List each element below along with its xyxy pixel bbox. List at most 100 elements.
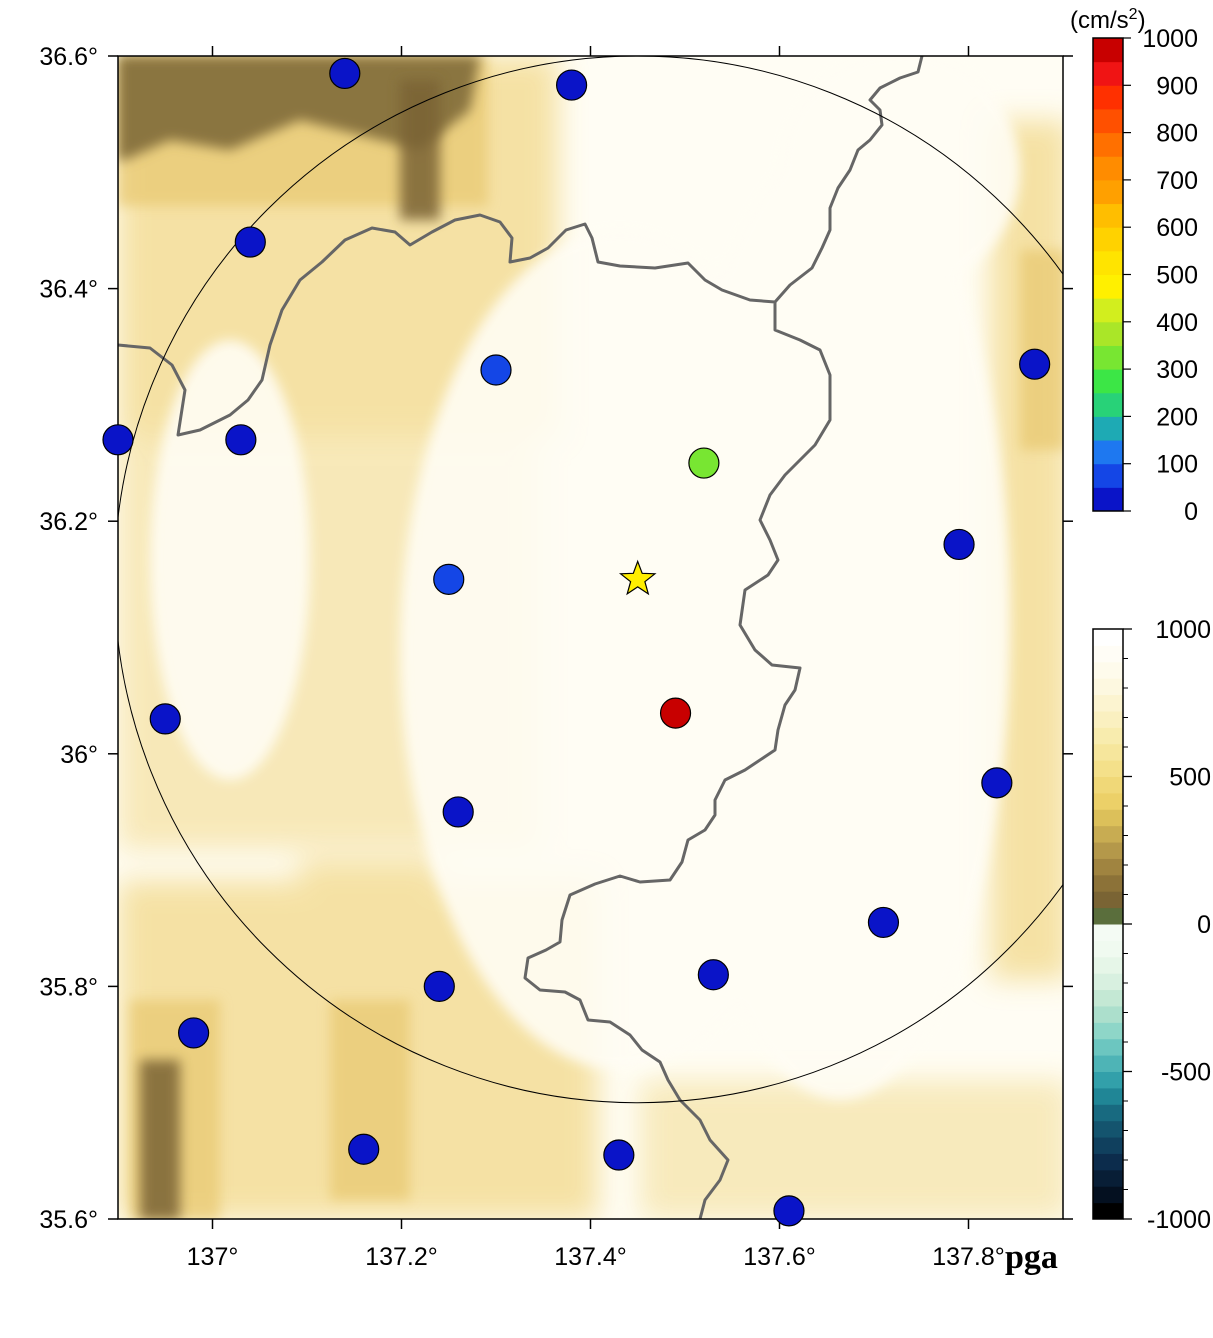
boundary-line-north (118, 213, 832, 1219)
pga-colorbar-segment (1093, 156, 1123, 181)
pga-colorbar-segment (1093, 298, 1123, 323)
elevation-colorbar-segment (1093, 1104, 1123, 1122)
elevation-colorbar-segment (1093, 1169, 1123, 1187)
pga-colorbar-segment (1093, 179, 1123, 205)
y-tick-label: 36.6° (39, 43, 98, 71)
pga-colorbar-ticks: 0 100 200 300 400 500 600 700 800 900 1000 (1123, 25, 1198, 526)
pga-colorbar-tick-label: 500 (1156, 262, 1198, 290)
station-marker (555, 69, 588, 101)
station-marker (773, 1195, 805, 1227)
pga-colorbar-tick-label: 400 (1156, 309, 1198, 337)
station-marker (603, 1139, 635, 1171)
x-tick-label: 137.2° (365, 1243, 438, 1271)
elevation-colorbar-segment (1093, 629, 1123, 646)
station-marker (149, 703, 181, 735)
elevation-colorbar-segment (1093, 1202, 1123, 1220)
pga-colorbar-segment (1093, 108, 1123, 134)
elevation-colorbar-segment (1093, 645, 1123, 663)
elevation-colorbar-segment (1093, 760, 1123, 777)
pga-colorbar-tick-label: 700 (1156, 167, 1198, 195)
elevation-colorbar-segment (1093, 1153, 1123, 1171)
pga-colorbar-segment (1093, 416, 1123, 441)
pga-colorbar-tick-label: 200 (1156, 403, 1198, 431)
pga-colorbar-tick-label: 800 (1156, 120, 1198, 148)
elevation-colorbar-segment (1093, 1087, 1123, 1105)
elevation-colorbar-segment (1093, 825, 1123, 843)
station-marker (102, 424, 134, 456)
station-marker (480, 354, 512, 386)
elevation-colorbar-tick-label: 0 (1197, 911, 1211, 939)
x-tick-label: 137.6° (743, 1243, 816, 1271)
elevation-colorbar-segment (1093, 1071, 1123, 1089)
elevation-colorbar-tick-label: -1000 (1147, 1206, 1211, 1234)
y-tick-label: 35.8° (39, 973, 98, 1001)
elevation-colorbar-segment (1093, 907, 1123, 925)
pga-colorbar-tick-label: 0 (1184, 498, 1198, 526)
elevation-colorbar-segment (1093, 940, 1123, 958)
station-marker (688, 447, 720, 479)
elevation-color-scale: -1000 -500 0 500 1000 (1092, 616, 1211, 1234)
pga-colorbar-segment (1093, 61, 1123, 86)
pga-colorbar-segment (1093, 85, 1123, 110)
elevation-colorbar-segment (1093, 1137, 1123, 1154)
elevation-colorbar-segment (1093, 891, 1123, 909)
pga-colorbar-tick-label: 1000 (1142, 25, 1198, 53)
station-marker (1019, 348, 1051, 380)
pga-colorbar-tick-label: 900 (1156, 72, 1198, 100)
elevation-colorbar-ticks: -1000 -500 0 500 1000 (1123, 616, 1211, 1234)
elevation-colorbar-segment (1093, 792, 1123, 810)
pga-colorbar (1092, 37, 1124, 512)
pga-colorbar-segment (1093, 274, 1123, 299)
y-tick-label: 36° (60, 741, 98, 769)
pga-colorbar-tick-label: 600 (1156, 214, 1198, 242)
elevation-colorbar-segment (1093, 776, 1123, 794)
elevation-colorbar-segment (1093, 1186, 1123, 1204)
pga-colorbar-segment (1093, 250, 1123, 275)
elevation-colorbar-tick-label: -500 (1161, 1059, 1211, 1087)
x-tick-label: 137.8° (932, 1243, 1005, 1271)
pga-colorbar-tick-label: 100 (1156, 451, 1198, 479)
elevation-colorbar-segment (1093, 661, 1123, 679)
elevation-colorbar-segment (1093, 1005, 1123, 1023)
elevation-colorbar-segment (1093, 1120, 1123, 1138)
station-marker (234, 226, 266, 258)
pga-colorbar-segment (1093, 345, 1123, 370)
pga-colorbar-segment (1093, 392, 1123, 417)
plot-title: pga (1005, 1239, 1058, 1276)
station-marker (329, 57, 361, 90)
pga-colorbar-tick-label: 300 (1156, 356, 1198, 384)
terrain-layer (118, 56, 1063, 1219)
map-axes: 137° 137.2° 137.4° 137.6° 137.8° 35.6° 35.8° 36… (39, 43, 1073, 1271)
elevation-colorbar-segment (1093, 924, 1123, 941)
elevation-colorbar (1092, 628, 1124, 1220)
pga-color-scale: (cm/s2) 0 100 200 300 400 500 600 700 800 900 1000 (1070, 6, 1198, 526)
elevation-colorbar-segment (1093, 1038, 1123, 1056)
elevation-colorbar-segment (1093, 710, 1123, 728)
station-marker (981, 767, 1013, 799)
elevation-colorbar-segment (1093, 727, 1123, 745)
station-marker (178, 1017, 210, 1049)
elevation-colorbar-segment (1093, 874, 1123, 892)
pga-colorbar-segment (1093, 487, 1123, 512)
station-marker (348, 1133, 380, 1165)
elevation-colorbar-segment (1093, 678, 1123, 696)
pga-colorbar-segment (1093, 321, 1123, 346)
station-marker (867, 906, 900, 939)
epicenter-star-icon (618, 559, 657, 596)
station-marker (433, 563, 465, 595)
station-marker (442, 796, 474, 828)
pga-colorbar-segment (1093, 369, 1123, 394)
range-circle-layer (118, 56, 1063, 1104)
pga-unit-label: (cm/s2) (1070, 6, 1146, 34)
elevation-colorbar-tick-label: 500 (1169, 764, 1211, 792)
station-marker (659, 697, 692, 729)
elevation-colorbar-segment (1093, 743, 1123, 761)
elevation-colorbar-segment (1093, 842, 1123, 859)
pga-colorbar-segment (1093, 463, 1123, 488)
elevation-colorbar-segment (1093, 1022, 1123, 1040)
elevation-colorbar-segment (1093, 956, 1123, 974)
pga-colorbar-segment (1093, 132, 1123, 157)
x-tick-label: 137° (187, 1243, 239, 1271)
prefecture-boundaries (118, 56, 924, 1219)
